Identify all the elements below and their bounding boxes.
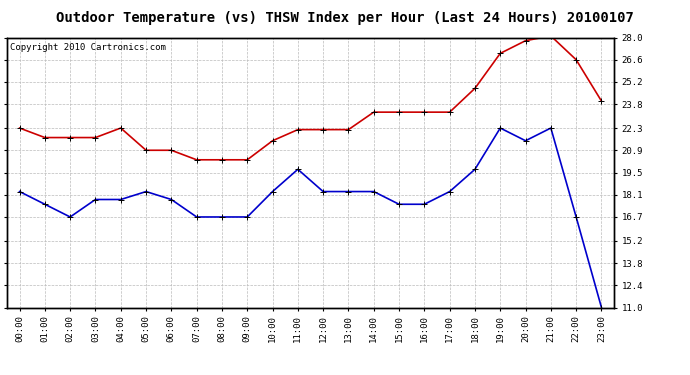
Text: Outdoor Temperature (vs) THSW Index per Hour (Last 24 Hours) 20100107: Outdoor Temperature (vs) THSW Index per … xyxy=(56,11,634,25)
Text: Copyright 2010 Cartronics.com: Copyright 2010 Cartronics.com xyxy=(10,43,166,52)
